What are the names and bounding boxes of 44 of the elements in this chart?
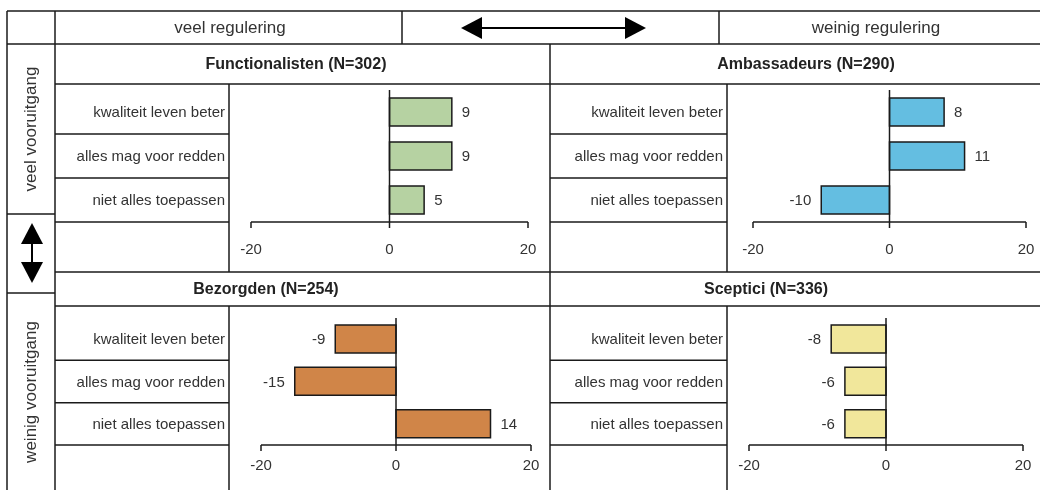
x-tick-label: -20: [240, 239, 262, 257]
text: veel vooruitgang: [20, 66, 41, 192]
text: weinig regulering: [811, 17, 941, 39]
y-tick-label: kwaliteit leven beter: [93, 103, 225, 121]
y-tick-label: kwaliteit leven beter: [93, 330, 225, 348]
data-label: -6: [821, 414, 835, 432]
data-label: -15: [263, 372, 285, 390]
x-tick-label: 0: [391, 455, 401, 473]
chart-title: Ambassadeurs (N=290): [717, 54, 895, 74]
x-tick-label: -20: [742, 239, 764, 257]
x-tick-label: 0: [385, 239, 394, 257]
chart-title: Functionalisten (N=302): [205, 54, 387, 74]
data-label: -10: [789, 191, 812, 209]
x-tick-label: 20: [1017, 239, 1035, 257]
y-tick-label: kwaliteit leven beter: [591, 103, 723, 121]
data-label: 9: [461, 103, 471, 121]
y-tick-label: alles mag voor redden: [574, 147, 723, 165]
x-tick-label: -20: [250, 455, 272, 473]
data-label: 11: [974, 147, 991, 165]
y-tick-label: niet alles toepassen: [92, 191, 225, 209]
x-tick-label: 20: [522, 455, 540, 473]
data-label: -6: [821, 372, 835, 390]
x-tick-label: 0: [881, 455, 891, 473]
x-tick-label: 0: [885, 239, 894, 257]
data-label: -8: [807, 330, 822, 348]
y-tick-label: alles mag voor redden: [574, 372, 723, 390]
y-tick-label: niet alles toepassen: [590, 415, 723, 433]
y-tick-label: kwaliteit leven beter: [591, 330, 723, 348]
text: veel regulering: [174, 17, 286, 39]
y-tick-label: alles mag voor redden: [76, 147, 225, 165]
y-tick-label: niet alles toepassen: [590, 191, 723, 209]
data-label: 5: [434, 191, 443, 209]
x-tick-label: 20: [519, 239, 537, 257]
x-tick-label: -20: [738, 455, 760, 473]
chart-title: Sceptici (N=336): [703, 279, 829, 299]
data-label: 9: [461, 147, 471, 165]
data-label: 8: [954, 103, 963, 121]
text: weinig vooruitgang: [20, 321, 41, 463]
data-label: -9: [311, 330, 326, 348]
y-tick-label: alles mag voor redden: [76, 372, 225, 390]
chart-title: Bezorgden (N=254): [193, 279, 339, 299]
y-tick-label: niet alles toepassen: [92, 415, 225, 433]
data-label: 14: [500, 414, 518, 432]
x-tick-label: 20: [1014, 455, 1032, 473]
